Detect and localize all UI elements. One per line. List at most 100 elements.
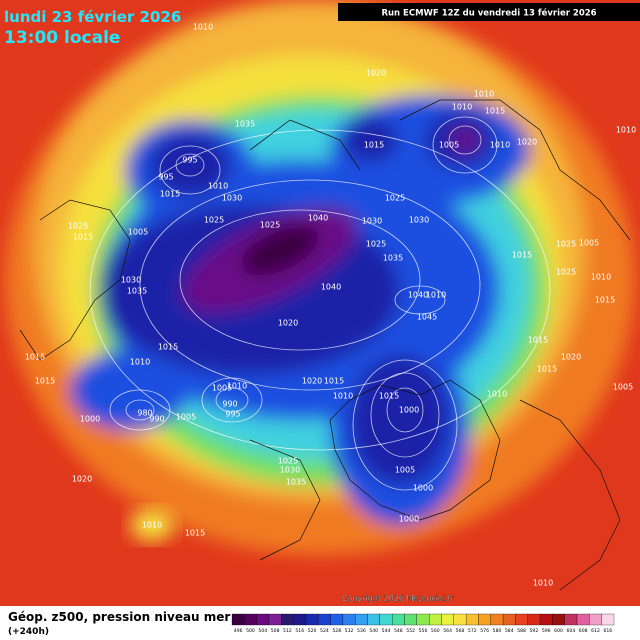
pressure-label: 1035	[286, 478, 306, 487]
date: lundi 23 février 2026	[4, 8, 181, 26]
scale-label: 516	[295, 628, 304, 634]
lead-time: (+240h)	[8, 627, 49, 637]
scale-label: 508	[271, 628, 280, 634]
scale-swatch	[355, 613, 368, 626]
scale-swatch	[293, 613, 307, 626]
pressure-label: 1015	[512, 251, 532, 260]
scale-label: 556	[419, 628, 428, 634]
pressure-label: 1010	[616, 126, 636, 135]
pressure-label: 1010	[142, 521, 162, 530]
pressure-label: 1005	[176, 413, 196, 422]
scale-label: 528	[332, 628, 341, 634]
scale-swatch	[367, 613, 381, 626]
scale-label: 584	[505, 628, 514, 634]
scale-label: 560	[431, 628, 440, 634]
scale-swatch	[379, 613, 393, 626]
pressure-label: 1015	[35, 377, 55, 386]
pressure-label: 1035	[235, 120, 255, 129]
pressure-label: 1000	[413, 484, 433, 493]
pressure-label: 1015	[185, 529, 205, 538]
pressure-label: 1015	[324, 377, 344, 386]
scale-label: 524	[320, 628, 329, 634]
pressure-label: 1005	[579, 239, 599, 248]
scale-swatch	[256, 613, 270, 626]
scale-label: 608	[579, 628, 588, 634]
scale-label: 544	[382, 628, 391, 634]
pressure-label: 1025	[278, 457, 298, 466]
pressure-label: 1030	[121, 276, 141, 285]
scale-swatch	[392, 613, 405, 626]
pressure-label: 1030	[222, 194, 242, 203]
scale-label: 616	[603, 628, 612, 634]
scale-label: 576	[480, 628, 489, 634]
scale-swatch	[539, 613, 553, 626]
scale-label: 532	[345, 628, 354, 634]
pressure-label: 1005	[212, 384, 232, 393]
scale-label: 504	[258, 628, 267, 634]
pressure-label: 1020	[561, 353, 581, 362]
pressure-label: 1010	[591, 273, 611, 282]
pressure-label: 1010	[130, 358, 150, 367]
pressure-label: 995	[225, 410, 240, 419]
scale-swatch	[244, 613, 257, 626]
pressure-label: 1010	[333, 392, 353, 401]
scale-swatch	[330, 613, 344, 626]
pressure-label: 1015	[158, 343, 178, 352]
scale-label: 520	[308, 628, 317, 634]
pressure-label: 1020	[278, 319, 298, 328]
scale-swatch	[305, 613, 319, 626]
pressure-label: 1045	[417, 313, 437, 322]
scale-label: 596	[542, 628, 551, 634]
pressure-label: 1020	[302, 377, 322, 386]
pressure-label: 1005	[613, 383, 633, 392]
pressure-label: 1030	[280, 466, 300, 475]
scale-swatch	[441, 613, 454, 626]
scale-label: 612	[591, 628, 600, 634]
pressure-label: 1015	[25, 353, 45, 362]
scale-label: 500	[246, 628, 255, 634]
pressure-label: 1015	[537, 365, 557, 374]
pressure-label: 1040	[308, 214, 328, 223]
pressure-label: 1010	[193, 23, 213, 32]
pressure-label: 990	[222, 400, 237, 409]
pressure-label: 1025	[366, 240, 386, 249]
scale-swatch	[490, 613, 504, 626]
run-info: Run ECMWF 12Z du vendredi 13 février 202…	[381, 8, 596, 19]
local-time: 13:00 locale	[4, 28, 120, 48]
scale-label: 564	[443, 628, 452, 634]
pressure-label: 1025	[556, 240, 576, 249]
scale-label: 572	[468, 628, 477, 634]
scale-swatch	[515, 613, 528, 626]
pressure-label: 1040	[408, 291, 428, 300]
scale-label: 568	[456, 628, 465, 634]
scale-swatch	[564, 613, 578, 626]
scale-swatch	[429, 613, 442, 626]
pressure-label: 1000	[399, 515, 419, 524]
scale-label: 600	[554, 628, 563, 634]
scale-label: 540	[369, 628, 378, 634]
scale-swatch	[268, 613, 282, 626]
pressure-label: 1035	[127, 287, 147, 296]
pressure-label: 1010	[426, 291, 446, 300]
scale-swatch	[281, 613, 294, 626]
pressure-label: 1010	[452, 103, 472, 112]
pressure-label: 1010	[227, 382, 247, 391]
pressure-label: 1015	[379, 392, 399, 401]
scale-swatch	[478, 613, 491, 626]
copyright: Copyright 2026 Meteociel.fr	[342, 594, 454, 603]
field	[0, 0, 640, 606]
pressure-label: 1005	[439, 141, 459, 150]
scale-swatch	[318, 613, 331, 626]
run-box	[338, 3, 640, 21]
scale-swatch	[404, 613, 417, 626]
pressure-label: 995	[182, 156, 197, 165]
color-scale: 496 500 504 508 512 516 520 524 528 532 536 540 544 5…	[231, 613, 615, 634]
pressure-label: 990	[149, 415, 164, 424]
scale-swatch	[589, 613, 602, 626]
isobars	[89, 116, 551, 491]
pressure-label: 1020	[366, 69, 386, 78]
scale-label: 580	[493, 628, 502, 634]
scale-swatch	[502, 613, 516, 626]
